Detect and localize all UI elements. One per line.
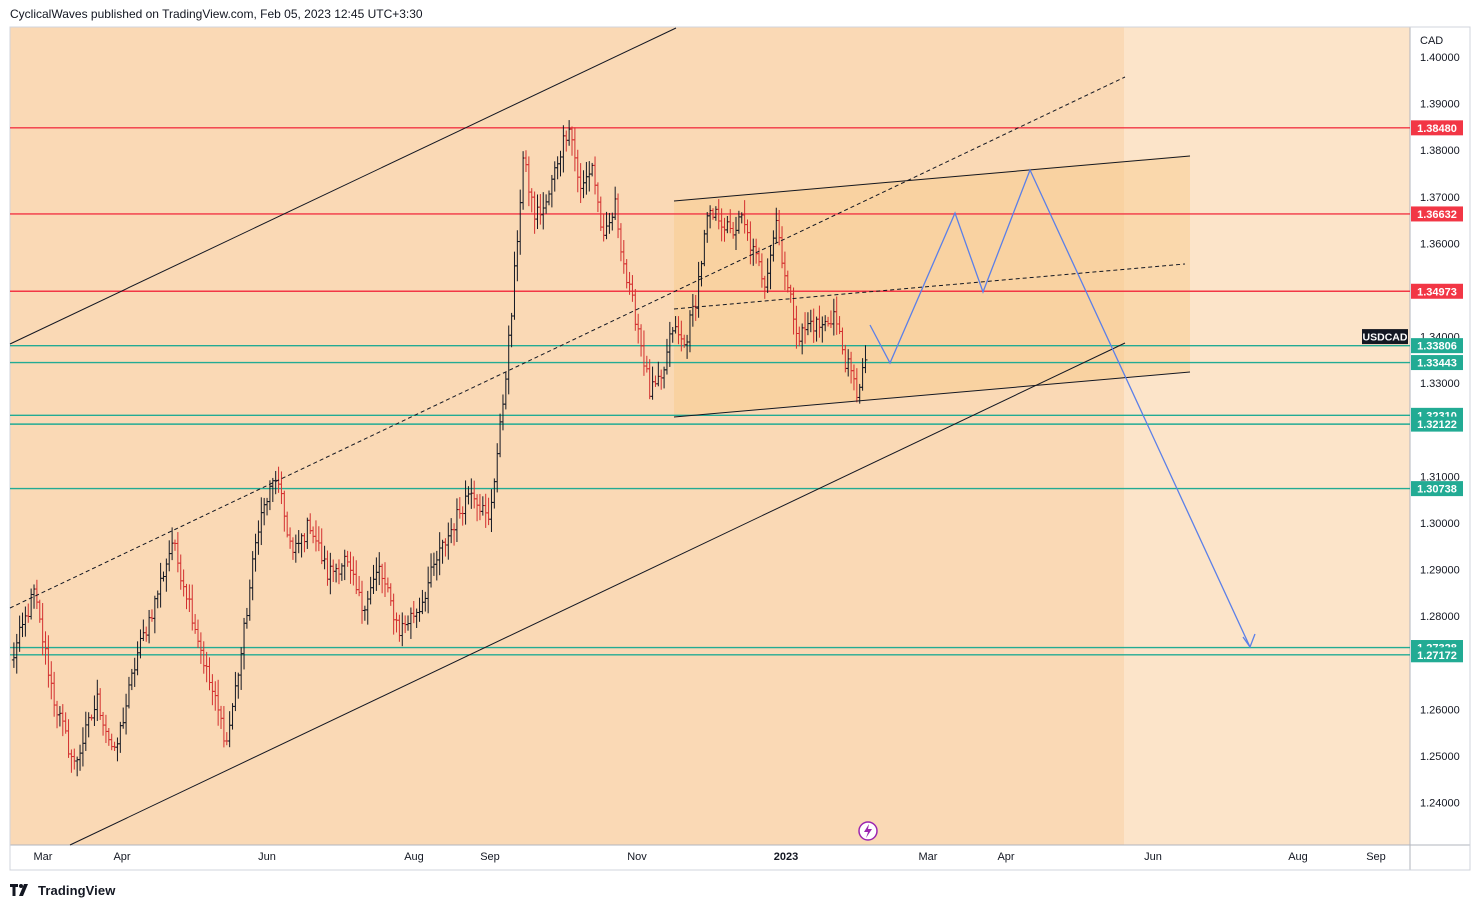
flag-upper-line — [673, 155, 1191, 202]
x-tick-label: Jun — [258, 851, 276, 863]
symbol-tag-box — [1362, 329, 1408, 345]
channel-lower-line — [69, 342, 1126, 846]
level-label: 1.33806 — [1417, 341, 1457, 353]
chart-frame — [9, 26, 1471, 871]
price-axis-panel — [1410, 27, 1478, 845]
level-label-box — [1411, 120, 1463, 136]
x-tick-label: Mar — [34, 851, 53, 863]
level-label-box — [1411, 416, 1463, 432]
y-tick-label: 1.29000 — [1420, 565, 1460, 577]
level-label-box — [1411, 283, 1463, 299]
level-label-box — [1411, 355, 1463, 371]
level-label: 1.34973 — [1417, 286, 1457, 298]
x-tick-label: Nov — [627, 851, 647, 863]
x-tick-label: Apr — [997, 851, 1014, 863]
tradingview-logo-icon[interactable] — [10, 883, 32, 897]
level-label: 1.27172 — [1417, 650, 1457, 662]
level-label-box — [1411, 647, 1463, 663]
level-label-box — [1411, 481, 1463, 497]
y-tick-label: 1.31000 — [1420, 471, 1460, 483]
channel-upper-line — [9, 27, 677, 345]
footer: TradingView — [10, 880, 115, 900]
x-tick-label: Aug — [404, 851, 424, 863]
y-tick-label: 1.30000 — [1420, 518, 1460, 530]
publish-date: Feb 05, 2023 12:45 UTC+3:30 — [260, 7, 423, 21]
y-tick-label: 1.24000 — [1420, 798, 1460, 810]
shaded-zone — [10, 27, 1124, 845]
published-text: published on TradingView.com, — [90, 7, 257, 21]
currency-label: CAD — [1420, 35, 1443, 47]
projection-arrowhead — [1242, 633, 1256, 649]
level-label: 1.38480 — [1417, 123, 1457, 135]
y-tick-label: 1.26000 — [1420, 704, 1460, 716]
x-tick-label: 2023 — [774, 851, 798, 863]
x-tick-label: Aug — [1288, 851, 1308, 863]
y-tick-label: 1.39000 — [1420, 99, 1460, 111]
event-lightning-icon[interactable] — [858, 821, 878, 841]
y-tick-label: 1.36000 — [1420, 238, 1460, 250]
x-tick-label: Mar — [919, 851, 938, 863]
symbol-tag: USDCAD — [1363, 332, 1408, 344]
y-tick-label: 1.33000 — [1420, 378, 1460, 390]
brand-name[interactable]: TradingView — [38, 882, 116, 898]
publish-header: CyclicalWaves published on TradingView.c… — [10, 7, 423, 21]
level-label: 1.30738 — [1417, 484, 1457, 496]
level-label-box — [1411, 338, 1463, 354]
x-tick-label: Sep — [1366, 851, 1386, 863]
channel-mid-line — [9, 76, 1126, 609]
author-name[interactable]: CyclicalWaves — [10, 7, 88, 21]
flag-lower-line — [673, 371, 1191, 418]
level-label-box — [1411, 206, 1463, 222]
y-tick-label: 1.38000 — [1420, 145, 1460, 157]
x-tick-label: Apr — [113, 851, 130, 863]
y-tick-label: 1.40000 — [1420, 52, 1460, 64]
level-label: 1.36632 — [1417, 209, 1457, 221]
y-tick-label: 1.37000 — [1420, 192, 1460, 204]
x-tick-label: Sep — [480, 851, 500, 863]
price-bar — [863, 345, 868, 374]
level-label: 1.33443 — [1417, 358, 1457, 370]
lightning-glyph — [864, 824, 872, 838]
y-tick-label: 1.28000 — [1420, 611, 1460, 623]
y-tick-label: 1.25000 — [1420, 751, 1460, 763]
x-tick-label: Jun — [1144, 851, 1162, 863]
level-label: 1.32122 — [1417, 419, 1457, 431]
projection-path — [869, 168, 1251, 648]
flag-mid-line — [673, 263, 1186, 310]
